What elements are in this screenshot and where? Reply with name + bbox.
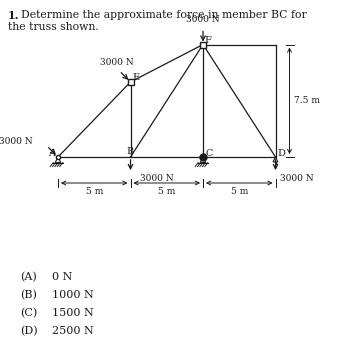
Text: 1.: 1. [8,10,20,21]
Text: 3000 N: 3000 N [140,174,174,183]
Text: F: F [204,36,211,45]
Text: 1500 N: 1500 N [52,308,94,318]
Text: 3000 N: 3000 N [280,174,313,183]
Text: A: A [49,150,56,159]
Text: the truss shown.: the truss shown. [8,22,99,32]
Text: (D): (D) [20,326,38,336]
Text: 7.5 m: 7.5 m [294,96,320,105]
Text: Determine the approximate force in member BC for: Determine the approximate force in membe… [21,10,307,20]
Text: (A): (A) [20,272,37,282]
Text: 2500 N: 2500 N [52,326,94,336]
Text: 0 N: 0 N [52,272,72,282]
Text: 5 m: 5 m [85,186,103,195]
Text: 3000 N: 3000 N [0,137,33,146]
Text: 5 m: 5 m [231,186,248,195]
Text: 3000 N: 3000 N [186,14,220,24]
Text: 1000 N: 1000 N [52,290,94,300]
Text: C: C [205,148,213,157]
Text: (B): (B) [20,290,37,300]
Text: 5 m: 5 m [158,186,175,195]
Text: (C): (C) [20,308,37,318]
Text: E: E [132,73,139,83]
Text: B: B [127,147,134,156]
Text: D: D [278,150,286,159]
Text: 3000 N: 3000 N [100,58,134,67]
